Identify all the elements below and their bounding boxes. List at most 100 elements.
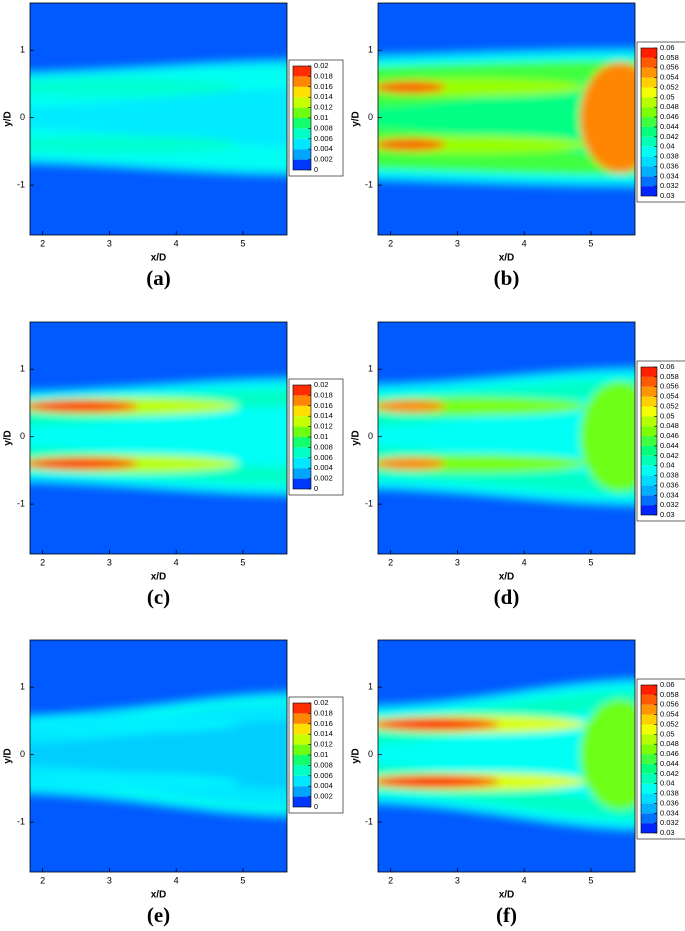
colorbar-swatch	[641, 107, 657, 118]
colorbar-swatch	[641, 744, 657, 755]
colorbar-tick-label: 0.044	[660, 759, 679, 768]
colorbar-tick-label: 0.012	[314, 103, 333, 112]
downstream-core	[580, 62, 635, 173]
colorbar-tick-label: 0.032	[660, 500, 679, 509]
colorbar-tick-label: 0.052	[660, 401, 679, 410]
colorbar-swatch	[293, 437, 311, 448]
colorbar-swatch	[293, 786, 311, 797]
shear-layer	[30, 715, 239, 734]
colorbar-tick-label: 0.016	[314, 82, 333, 91]
x-tick-label: 3	[107, 238, 112, 248]
contour-field	[378, 3, 635, 235]
colorbar-tick-label: 0.05	[660, 92, 675, 101]
colorbar-tick-label: 0.058	[660, 53, 679, 62]
downstream-core	[580, 381, 635, 492]
colorbar-tick-label: 0.008	[314, 760, 333, 769]
panel-label: (e)	[147, 903, 170, 927]
colorbar-swatch	[293, 775, 311, 787]
field-blur	[30, 58, 287, 177]
downstream-core	[580, 699, 635, 810]
colorbar-tick-label: 0.004	[314, 144, 333, 153]
colorbar-tick-label: 0.056	[660, 63, 679, 72]
shear-streak	[30, 400, 138, 413]
shear-streak	[378, 400, 446, 413]
colorbar-frame	[640, 684, 658, 834]
colorbar-swatch	[641, 455, 657, 466]
colorbar-swatch	[293, 755, 311, 766]
plot-frame	[29, 639, 288, 873]
colorbar-tick-label: 0.014	[314, 92, 333, 101]
field-blur	[30, 690, 287, 819]
colorbar-swatch	[641, 475, 657, 486]
x-tick-label: 2	[40, 557, 45, 567]
x-tick-label: 5	[588, 238, 593, 248]
shear-layer	[30, 135, 239, 154]
colorbar-swatch	[293, 796, 311, 807]
colorbar-tick-label: 0.05	[660, 411, 675, 420]
colorbar-tick-label: 0.038	[660, 789, 679, 798]
colorbar-tick-label: 0.058	[660, 690, 679, 699]
colorbar-tick-label: 0.04	[660, 461, 675, 470]
shear-layer	[30, 78, 239, 97]
x-tick-label: 2	[388, 238, 393, 248]
y-tick-label: -1	[365, 816, 373, 826]
y-axis-label: y/D	[3, 111, 14, 127]
contour-field	[30, 640, 287, 872]
field-band	[378, 77, 635, 158]
x-tick-label: 4	[522, 238, 527, 248]
colorbar-tick-label: 0.002	[314, 155, 333, 164]
x-tick-label: 5	[240, 875, 245, 885]
colorbar-tick-label: 0.042	[660, 769, 679, 778]
colorbar-swatch	[641, 416, 657, 427]
colorbar-swatch	[293, 416, 311, 427]
colorbar-tick-label: 0.056	[660, 382, 679, 391]
colorbar-tick-label: 0.042	[660, 451, 679, 460]
colorbar-swatch	[641, 126, 657, 137]
shear-layer	[30, 772, 239, 791]
colorbar-tick-label: 0.046	[660, 749, 679, 758]
colorbar-swatch	[293, 734, 311, 745]
colorbar-swatch	[293, 447, 311, 458]
contour-field	[30, 322, 287, 554]
colorbar-swatch	[293, 457, 311, 469]
colorbar-swatch	[293, 744, 311, 755]
y-tick-label: 1	[368, 682, 373, 692]
colorbar-swatch	[641, 67, 657, 78]
colorbar-swatch	[293, 76, 311, 87]
colorbar-tick-label: 0.018	[314, 71, 333, 80]
field-blur	[378, 46, 635, 189]
panel-label: (f)	[496, 903, 517, 927]
panel-label: (c)	[147, 585, 170, 609]
colorbar-swatch	[293, 405, 311, 417]
colorbar-tick-label: 0.042	[660, 132, 679, 141]
colorbar-tick-label: 0.048	[660, 739, 679, 748]
colorbar-tick-label: 0.002	[314, 792, 333, 801]
y-tick-label: -1	[17, 498, 25, 508]
colorbar-frame	[292, 384, 312, 490]
colorbar-swatch	[641, 57, 657, 68]
y-tick-label: 0	[20, 431, 25, 441]
colorbar-tick-label: 0.038	[660, 152, 679, 161]
colorbar-swatch	[641, 436, 657, 446]
colorbar-swatch	[641, 694, 657, 705]
y-tick-label: 0	[368, 431, 373, 441]
plot-frame	[29, 321, 288, 555]
colorbar-swatch	[293, 723, 311, 735]
colorbar-tick-label: 0.018	[314, 708, 333, 717]
colorbar-tick-label: 0.054	[660, 710, 679, 719]
colorbar-tick-label: 0.034	[660, 490, 679, 499]
colorbar-swatch	[641, 97, 657, 108]
colorbar-swatch	[641, 426, 657, 437]
x-tick-label: 5	[588, 875, 593, 885]
colorbar-swatch	[641, 495, 657, 506]
y-tick-label: -1	[17, 816, 25, 826]
colorbar-swatch	[641, 754, 657, 764]
colorbar-swatch	[641, 376, 657, 387]
colorbar-swatch	[641, 485, 657, 496]
colorbar-swatch	[293, 395, 311, 406]
y-tick-label: 0	[20, 112, 25, 122]
colorbar-tick-label: 0.044	[660, 122, 679, 131]
colorbar-tick-label: 0.032	[660, 181, 679, 190]
colorbar-swatch	[641, 166, 657, 177]
